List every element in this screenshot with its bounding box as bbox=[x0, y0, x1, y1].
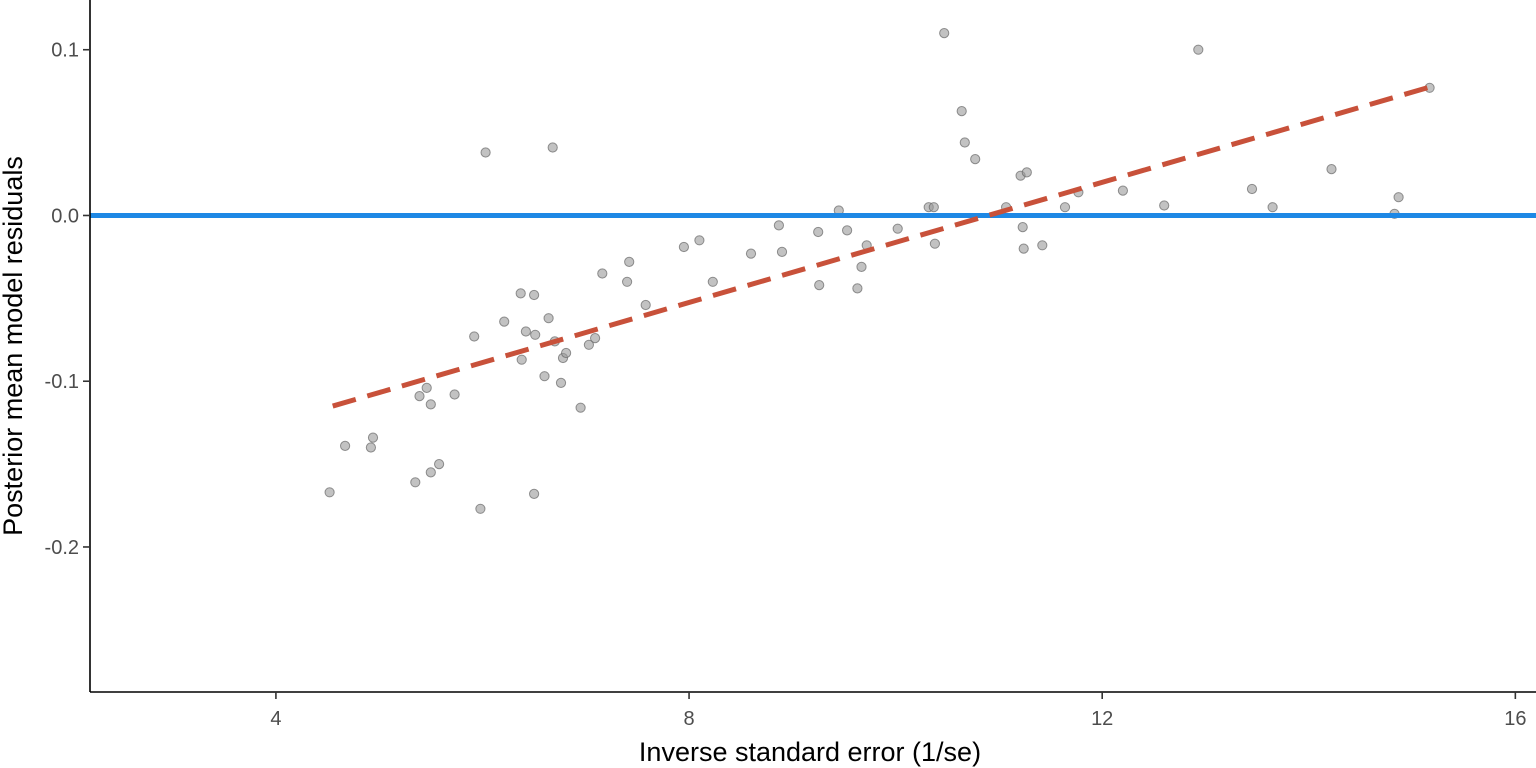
data-point-15 bbox=[515, 288, 526, 299]
data-point-22 bbox=[543, 313, 554, 324]
data-point-33 bbox=[624, 256, 635, 267]
data-point-50 bbox=[928, 202, 939, 213]
data-point-69 bbox=[1326, 164, 1337, 175]
y-tick-label-2: 0.0 bbox=[51, 205, 79, 227]
data-point-4 bbox=[410, 477, 421, 488]
y-tick-label-0: -0.2 bbox=[45, 537, 79, 559]
data-point-61 bbox=[1037, 240, 1048, 251]
data-point-37 bbox=[707, 276, 718, 287]
data-point-7 bbox=[425, 399, 436, 410]
data-point-45 bbox=[852, 283, 863, 294]
x-tick-label-1: 8 bbox=[683, 708, 694, 730]
data-point-16 bbox=[516, 354, 527, 365]
data-point-1 bbox=[340, 440, 351, 451]
data-point-39 bbox=[773, 220, 785, 231]
data-point-64 bbox=[1117, 185, 1129, 196]
data-point-38 bbox=[745, 248, 757, 259]
y-tick-label-3: 0.1 bbox=[51, 40, 79, 62]
y-tick-label-1: -0.1 bbox=[45, 371, 79, 393]
data-point-9 bbox=[434, 459, 445, 470]
x-tick-label-2: 12 bbox=[1091, 708, 1113, 730]
data-point-35 bbox=[678, 241, 690, 253]
y-axis-title: Posterior mean model residuals bbox=[0, 156, 28, 536]
data-point-34 bbox=[640, 299, 651, 311]
data-point-12 bbox=[475, 503, 486, 514]
data-point-19 bbox=[530, 329, 541, 340]
axes-layer: 4 8 12 16 -0.2 -0.1 0.0 0.1 bbox=[45, 0, 1536, 730]
data-point-36 bbox=[694, 235, 705, 246]
data-point-52 bbox=[939, 27, 950, 39]
data-point-44 bbox=[842, 225, 853, 236]
data-point-8 bbox=[425, 467, 436, 478]
data-point-71 bbox=[1393, 192, 1404, 203]
data-point-30 bbox=[590, 333, 601, 344]
data-point-14 bbox=[499, 316, 510, 327]
data-point-18 bbox=[529, 289, 540, 301]
data-point-66 bbox=[1193, 44, 1204, 55]
data-point-25 bbox=[555, 377, 567, 388]
data-point-2 bbox=[365, 442, 376, 453]
data-point-46 bbox=[856, 261, 867, 272]
data-point-54 bbox=[959, 137, 970, 148]
data-point-55 bbox=[970, 154, 981, 165]
x-tick-label-0: 4 bbox=[270, 708, 281, 730]
data-point-53 bbox=[956, 106, 967, 117]
data-point-60 bbox=[1021, 167, 1032, 178]
data-point-17 bbox=[520, 326, 532, 337]
data-point-3 bbox=[367, 432, 379, 443]
x-tick-label-3: 16 bbox=[1504, 708, 1526, 730]
data-point-13 bbox=[480, 147, 491, 158]
data-point-6 bbox=[421, 382, 432, 393]
fitted-trend-line bbox=[332, 83, 1434, 409]
data-point-28 bbox=[575, 402, 586, 413]
data-point-65 bbox=[1159, 200, 1170, 211]
points-layer bbox=[324, 27, 1435, 514]
data-point-29 bbox=[583, 339, 595, 350]
data-point-41 bbox=[813, 226, 824, 238]
data-point-58 bbox=[1017, 222, 1028, 233]
data-point-48 bbox=[892, 223, 903, 234]
data-point-68 bbox=[1267, 202, 1278, 213]
data-point-51 bbox=[929, 238, 941, 249]
data-point-0 bbox=[324, 487, 335, 498]
data-point-23 bbox=[547, 142, 558, 153]
x-axis-title: Inverse standard error (1/se) bbox=[639, 737, 981, 767]
data-point-5 bbox=[414, 391, 425, 402]
data-point-10 bbox=[449, 389, 460, 400]
data-point-40 bbox=[776, 246, 788, 257]
data-point-42 bbox=[814, 280, 825, 291]
data-point-21 bbox=[539, 371, 550, 382]
data-point-20 bbox=[529, 488, 540, 499]
data-point-27 bbox=[561, 347, 572, 359]
data-point-11 bbox=[469, 331, 480, 342]
lines-layer bbox=[90, 83, 1536, 409]
data-point-62 bbox=[1059, 202, 1071, 213]
data-point-59 bbox=[1018, 243, 1029, 254]
data-point-31 bbox=[597, 268, 608, 279]
data-point-32 bbox=[622, 276, 633, 287]
data-point-67 bbox=[1246, 183, 1258, 195]
